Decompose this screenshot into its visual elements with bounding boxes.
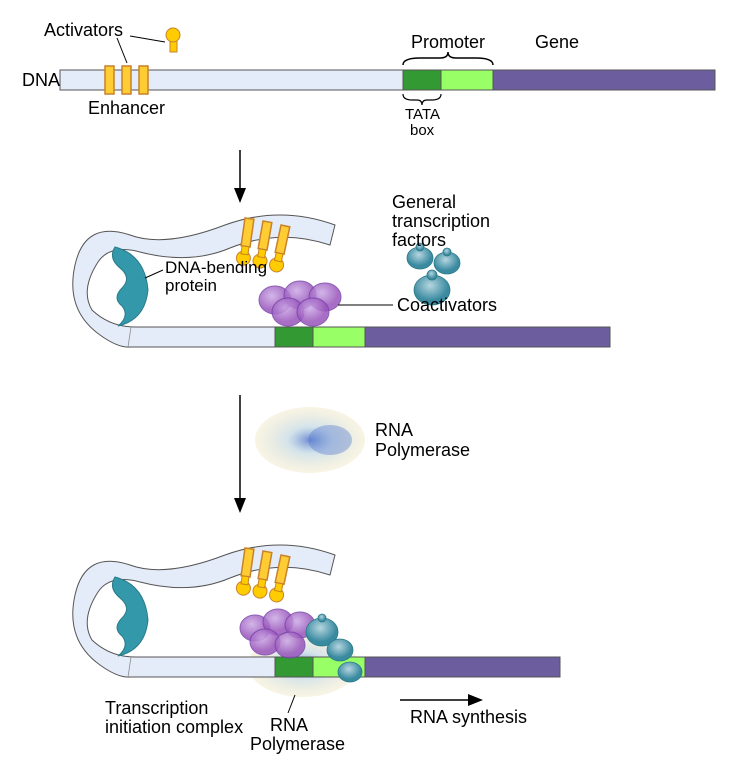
rnap-bound-label-2: Polymerase [250, 734, 345, 755]
activator-free [166, 28, 180, 52]
enhancer-bar [139, 66, 148, 94]
stage2-bent-dna [73, 215, 610, 347]
enhancer-bar [122, 66, 131, 94]
tic-label-1: Transcription [105, 698, 208, 719]
coactivators-label: Coactivators [397, 295, 497, 316]
promoter-label: Promoter [411, 32, 485, 53]
gtf-label-1: General [392, 192, 456, 213]
tata-label-1: TATA [405, 106, 440, 123]
rna-synthesis-label: RNA synthesis [410, 707, 527, 728]
tata-brace [403, 94, 441, 105]
stage1-linear-dna [60, 28, 715, 105]
rnap-free-label-1: RNA [375, 420, 413, 441]
rnap-free-label-2: Polymerase [375, 440, 470, 461]
tata-label-2: box [410, 122, 434, 139]
coactivators-cluster [259, 281, 341, 326]
promoter-region [441, 70, 493, 90]
enhancer-bar [105, 66, 114, 94]
activators-label: Activators [44, 20, 123, 41]
gene-label: Gene [535, 32, 579, 53]
rnap-bound-label-1: RNA [270, 715, 308, 736]
tata-box [403, 70, 441, 90]
dna-bending-protein [112, 247, 148, 326]
bending-label-1: DNA-bending [165, 258, 267, 278]
gene-region [493, 70, 715, 90]
tic-label-2: initiation complex [105, 717, 243, 738]
stage3-initiation-complex [73, 545, 560, 713]
gtf-label-2: transcription [392, 211, 490, 232]
gtf-label-3: factors [392, 230, 446, 251]
rna-polymerase-free [255, 407, 365, 473]
dna-label: DNA [22, 70, 60, 91]
bending-label-2: protein [165, 276, 217, 296]
enhancer-label: Enhancer [88, 98, 165, 119]
promoter-brace [403, 52, 493, 65]
